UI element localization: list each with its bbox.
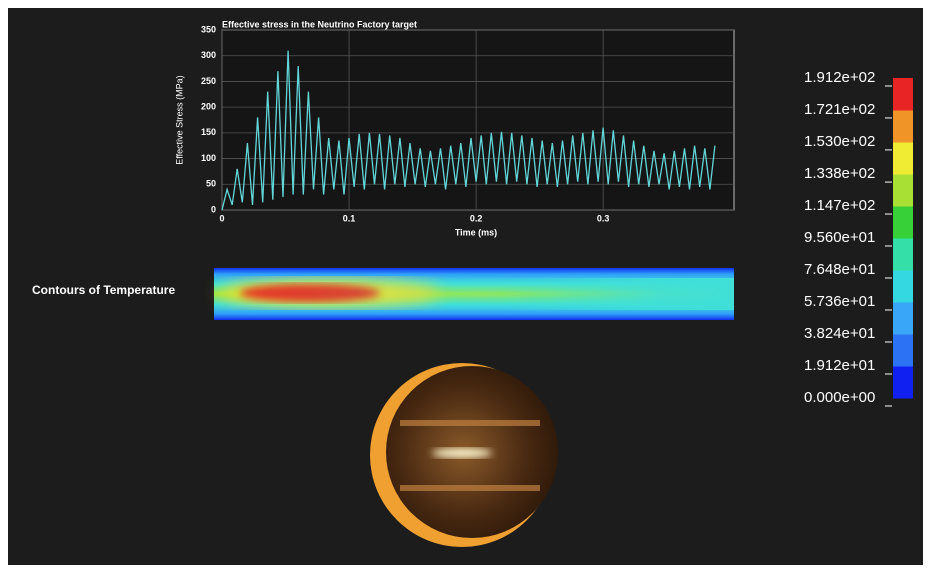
colorbar-label: 1.721e+02 bbox=[804, 101, 875, 118]
colorbar-label: 1.912e+02 bbox=[804, 69, 875, 86]
colorbar-band bbox=[893, 270, 913, 303]
colorbar-label: 1.338e+02 bbox=[804, 165, 875, 182]
colorbar-label: 1.147e+02 bbox=[804, 197, 875, 214]
colorbar-band bbox=[893, 302, 913, 335]
colorbar-band bbox=[893, 78, 913, 111]
y-tick-label: 250 bbox=[201, 76, 216, 86]
x-tick-label: 0.1 bbox=[343, 213, 356, 223]
x-tick-label: 0.2 bbox=[470, 213, 483, 223]
x-axis-label: Time (ms) bbox=[455, 227, 497, 237]
colorbar-band bbox=[893, 142, 913, 175]
plot-area bbox=[221, 29, 735, 211]
colorbar-band bbox=[893, 238, 913, 271]
colorbar-label: 1.530e+02 bbox=[804, 133, 875, 150]
photo-rod bbox=[400, 485, 540, 491]
y-tick-label: 0 bbox=[211, 204, 216, 214]
colorbar-label: 9.560e+01 bbox=[804, 229, 875, 246]
colorbar-label: 5.736e+01 bbox=[804, 293, 875, 310]
colorbar-label: 1.912e+01 bbox=[804, 357, 875, 374]
photo-glow bbox=[432, 448, 492, 458]
colorbar-label: 0.000e+00 bbox=[804, 389, 875, 406]
y-tick-label: 200 bbox=[201, 102, 216, 112]
contour-label: Contours of Temperature bbox=[32, 283, 175, 297]
colorbar-band bbox=[893, 334, 913, 367]
colorbar-band bbox=[893, 110, 913, 143]
y-axis-label: Effective Stress (MPa) bbox=[174, 75, 184, 164]
photo-rod bbox=[400, 420, 540, 426]
stress-plot: Effective stress in the Neutrino Factory… bbox=[174, 19, 735, 237]
x-tick-label: 0 bbox=[219, 213, 224, 223]
y-tick-label: 100 bbox=[201, 153, 216, 163]
contour-cool bbox=[214, 278, 734, 310]
stress-line bbox=[221, 50, 716, 211]
colorbar-label: 7.648e+01 bbox=[804, 261, 875, 278]
y-tick-label: 300 bbox=[201, 50, 216, 60]
y-tick-label: 50 bbox=[206, 179, 216, 189]
colorbar-band bbox=[893, 206, 913, 239]
y-tick-label: 150 bbox=[201, 127, 216, 137]
colorbar-band bbox=[893, 174, 913, 207]
y-tick-label: 350 bbox=[201, 24, 216, 34]
colorbar-band bbox=[893, 366, 913, 399]
target-photo bbox=[370, 363, 558, 547]
x-tick-label: 0.3 bbox=[597, 213, 610, 223]
colorbar-label: 3.824e+01 bbox=[804, 325, 875, 342]
contour-strip: Contours of Temperature bbox=[32, 268, 734, 320]
chart-title: Effective stress in the Neutrino Factory… bbox=[222, 19, 417, 29]
colorbar: 1.912e+02 1.721e+02 1.530e+02 1.338e+02 1.14… bbox=[804, 69, 913, 407]
